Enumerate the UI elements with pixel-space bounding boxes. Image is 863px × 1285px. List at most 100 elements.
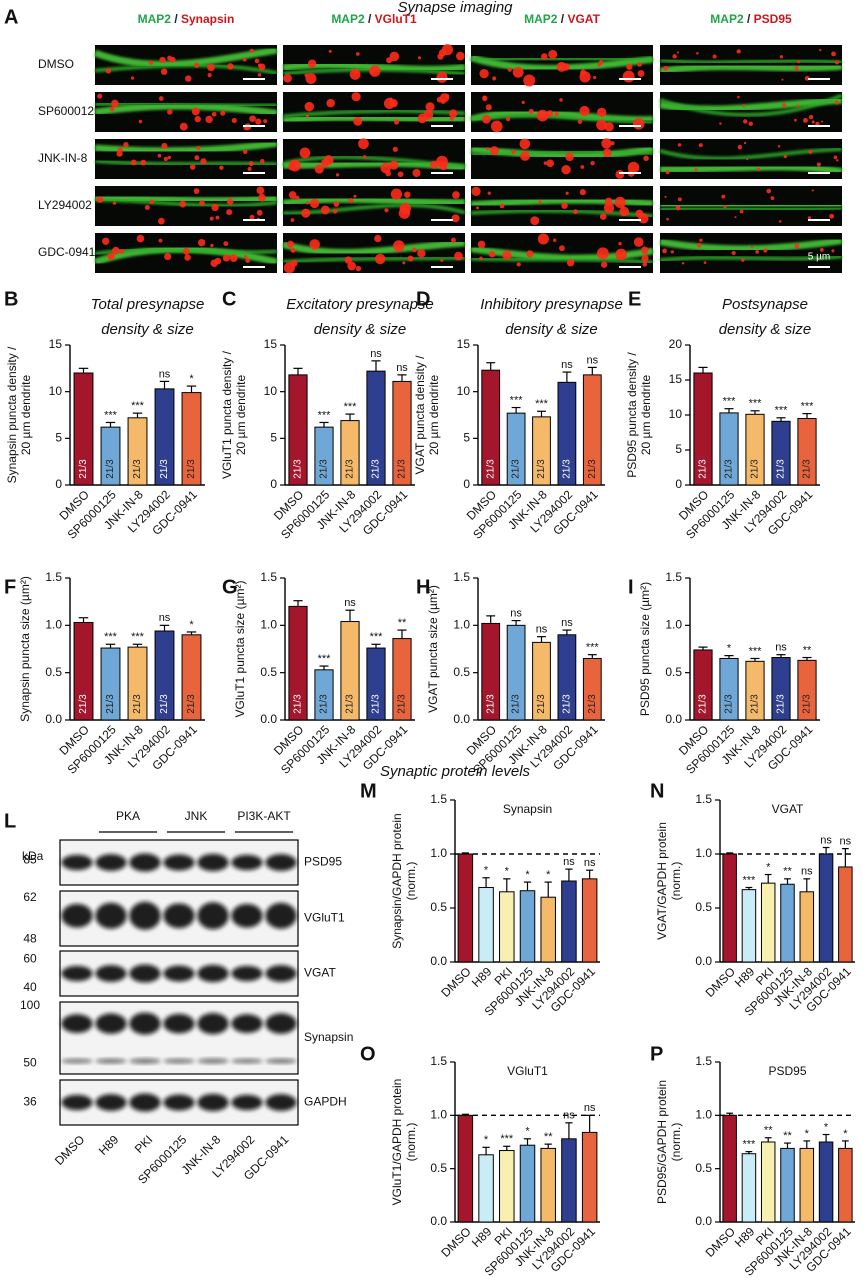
puncta (369, 65, 381, 77)
puncta (222, 254, 230, 262)
puncta (309, 239, 320, 250)
puncta (436, 71, 448, 83)
bar-label: 21/3 (319, 694, 330, 714)
puncta (219, 165, 224, 170)
bar (838, 866, 853, 963)
puncta (834, 60, 839, 65)
puncta (425, 102, 435, 112)
puncta (698, 143, 703, 148)
puncta (643, 155, 649, 161)
puncta (257, 73, 262, 77)
puncta (389, 160, 399, 170)
puncta (742, 104, 746, 107)
puncta (349, 68, 361, 80)
micrograph (282, 233, 466, 274)
chart-title: Inhibitory presynapse (480, 296, 623, 313)
band (231, 854, 263, 871)
puncta (214, 257, 222, 265)
micrograph (93, 45, 278, 85)
puncta (622, 70, 635, 83)
micrograph (282, 138, 466, 179)
bar (719, 657, 739, 721)
band (231, 1059, 263, 1064)
significance-label: ns (820, 834, 832, 846)
puncta (536, 109, 549, 122)
band (95, 854, 127, 871)
dendrite (282, 239, 466, 256)
puncta (676, 51, 680, 54)
header-part: MAP2 (331, 12, 365, 26)
y-axis-label: VGluT1 puncta size (µm²) (233, 581, 247, 718)
bar (540, 896, 556, 963)
column-header: MAP2 / PSD95 (710, 12, 792, 26)
puncta (770, 196, 775, 201)
puncta (207, 63, 215, 72)
header-part: MAP2 (138, 12, 172, 26)
bar (540, 1147, 556, 1223)
puncta (737, 95, 740, 99)
panel-letter: H (416, 576, 430, 598)
bar (288, 374, 308, 486)
significance-label: *** (318, 409, 332, 421)
puncta (783, 154, 787, 159)
y-axis-label: Synapsin puncta density / (5, 346, 19, 483)
puncta (185, 75, 192, 82)
protein-label: VGluT1 (304, 911, 345, 925)
puncta (816, 162, 821, 167)
band (129, 853, 161, 872)
puncta (393, 119, 400, 125)
puncta (138, 119, 143, 124)
puncta (635, 209, 644, 218)
bar-label: 21/3 (536, 459, 547, 479)
puncta (347, 261, 357, 271)
puncta (226, 198, 234, 205)
dendrite (659, 93, 843, 117)
band (163, 1013, 195, 1034)
bar (557, 381, 577, 486)
puncta (829, 213, 835, 219)
y-axis-label: PSD95 puncta size (µm²) (638, 582, 652, 716)
puncta (374, 234, 382, 243)
puncta (169, 56, 176, 63)
column-header: MAP2 / Synapsin (138, 12, 235, 26)
y-tick-label: 1.0 (665, 618, 682, 632)
puncta (819, 248, 824, 252)
y-tick-label: 0.5 (260, 665, 277, 679)
x-tick-label: H89 (469, 964, 495, 990)
puncta (488, 250, 496, 258)
bar (582, 657, 602, 721)
puncta (398, 207, 411, 219)
column-header: MAP2 / VGAT (524, 12, 600, 26)
band (231, 1014, 263, 1033)
y-axis-label: VGAT/GAPDH protein (655, 822, 669, 940)
puncta (412, 168, 421, 178)
puncta (734, 216, 737, 219)
y-tick-label: 1.0 (260, 618, 277, 632)
puncta (193, 188, 200, 194)
puncta (307, 59, 317, 68)
band (265, 902, 297, 929)
puncta (489, 146, 499, 156)
significance-label: ns (344, 597, 356, 609)
dendrite (282, 109, 466, 119)
bar-label: 21/3 (371, 459, 382, 479)
marker-label: 62 (23, 890, 37, 904)
y-tick-label: 0.5 (430, 1161, 447, 1175)
puncta (167, 109, 173, 115)
significance-label: * (546, 869, 551, 881)
significance-label: * (727, 643, 732, 655)
y-tick-label: 0.0 (430, 1214, 447, 1228)
puncta (369, 68, 375, 74)
significance-label: *** (510, 394, 524, 406)
bar-label: 21/3 (698, 459, 709, 479)
puncta (130, 159, 137, 166)
significance-label: ns (584, 857, 596, 869)
lane-label: DMSO (52, 1132, 87, 1167)
puncta (782, 103, 787, 108)
chart-title: Total presynapse (91, 296, 205, 313)
y-axis-label: PSD95 puncta density / (625, 352, 639, 478)
band (163, 1058, 195, 1064)
puncta (479, 68, 489, 79)
puncta (600, 261, 608, 268)
